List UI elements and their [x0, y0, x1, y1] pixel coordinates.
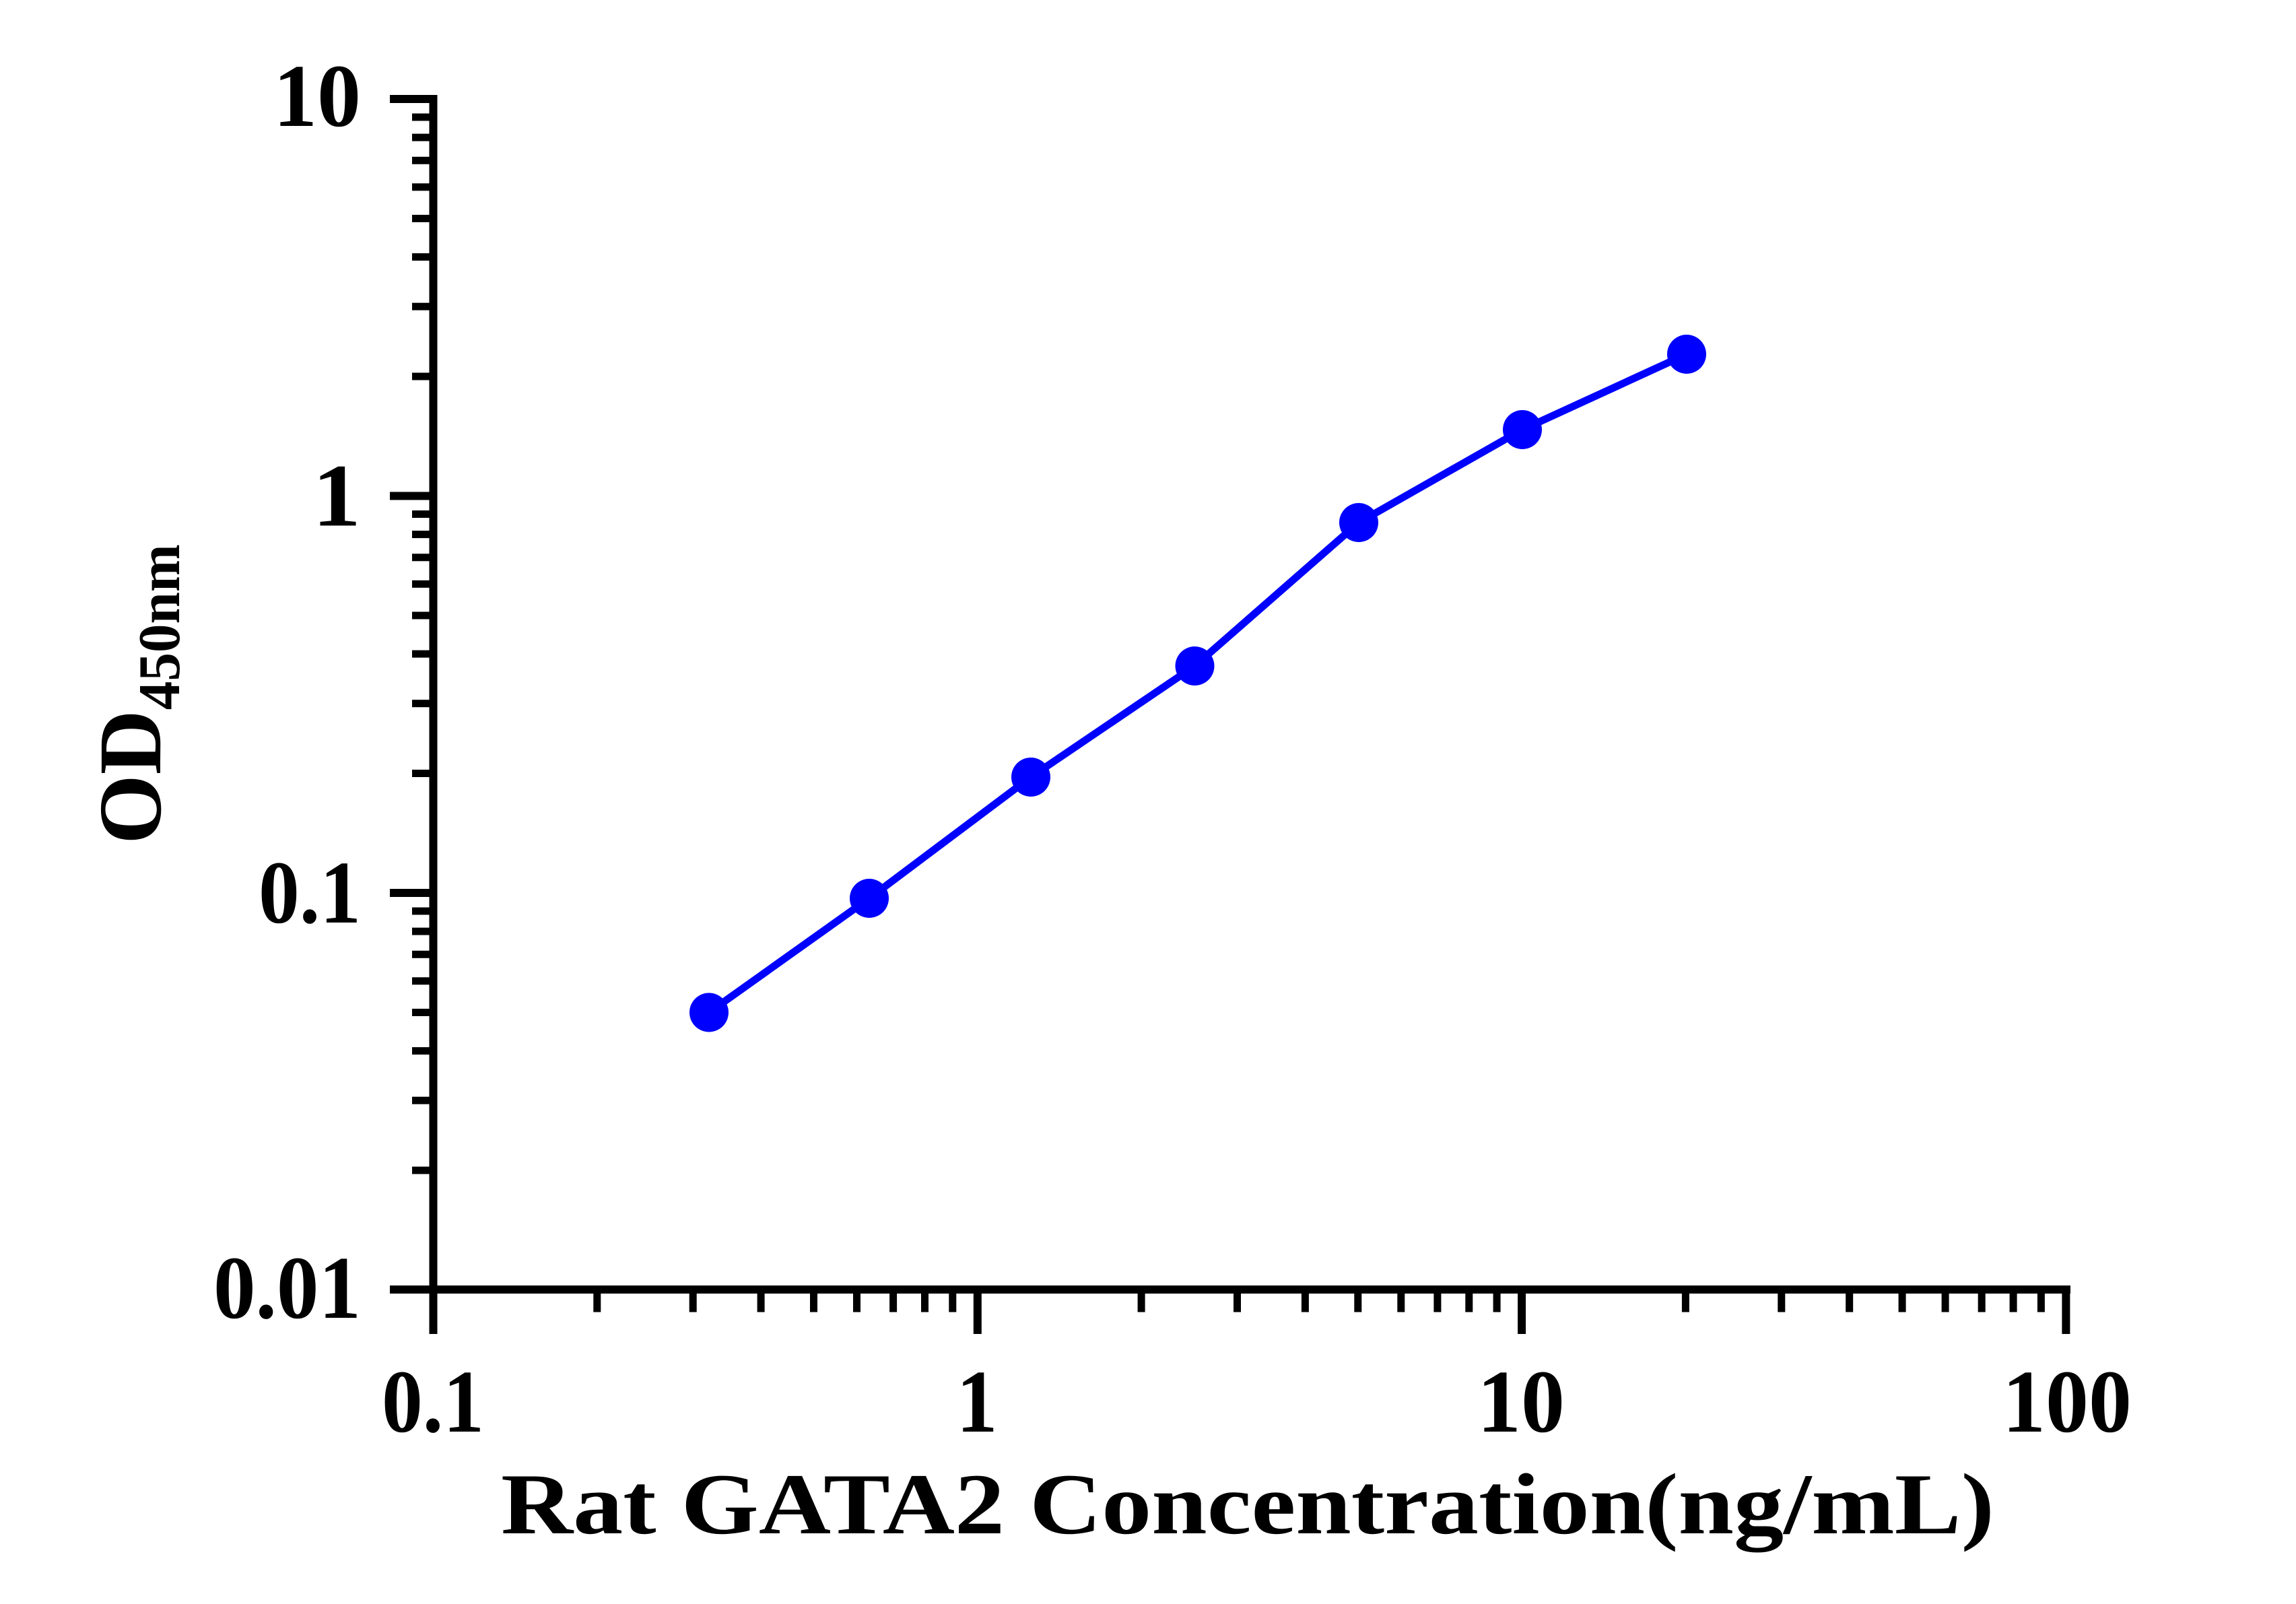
svg-text:1: 1	[312, 446, 361, 545]
svg-text:0.01: 0.01	[213, 1238, 361, 1337]
svg-text:Rat GATA2 Concentration(ng/mL): Rat GATA2 Concentration(ng/mL)	[501, 1456, 1994, 1553]
svg-text:0.1: 0.1	[259, 842, 361, 942]
svg-text:10: 10	[1477, 1351, 1565, 1451]
svg-text:10: 10	[273, 46, 361, 145]
svg-text:100: 100	[2002, 1351, 2132, 1451]
svg-text:1: 1	[957, 1351, 998, 1451]
svg-text:0.1: 0.1	[382, 1351, 484, 1451]
